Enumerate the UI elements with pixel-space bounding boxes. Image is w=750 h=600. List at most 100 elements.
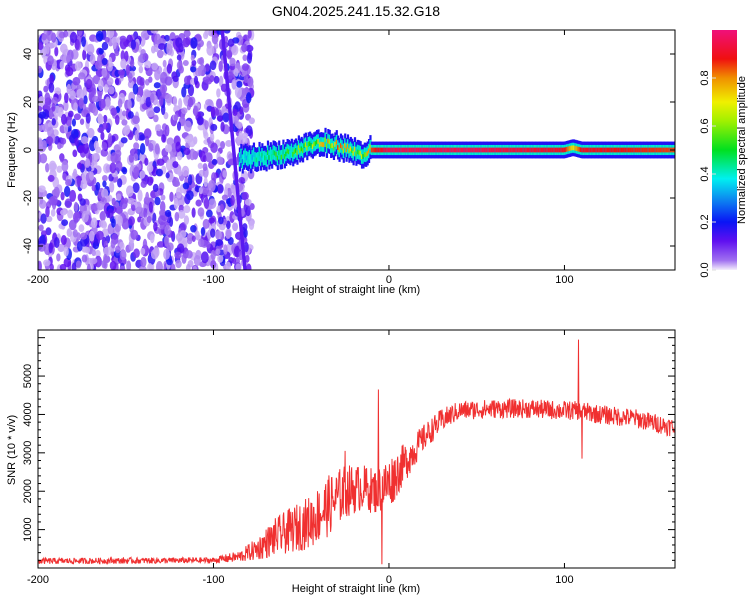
- track-core: [321, 142, 324, 147]
- noise-blob: [45, 42, 50, 55]
- noise-blob: [241, 191, 249, 201]
- noise-blob: [154, 143, 160, 155]
- noise-blob: [107, 208, 114, 219]
- track-core: [297, 144, 300, 150]
- noise-blob: [172, 161, 179, 168]
- noise-blob: [215, 230, 222, 240]
- track-core: [575, 146, 578, 151]
- noise-blob: [204, 30, 209, 37]
- noise-blob: [140, 180, 147, 188]
- track-core: [356, 149, 359, 155]
- noise-blob: [148, 76, 153, 83]
- y-tick-label: 3000: [22, 441, 34, 465]
- noise-blob: [185, 263, 191, 270]
- noise-blob: [209, 60, 217, 71]
- noise-blob: [76, 162, 83, 170]
- track-core: [558, 147, 562, 153]
- noise-blob: [48, 82, 55, 93]
- noise-blob: [207, 180, 216, 192]
- noise-blob: [79, 118, 85, 125]
- noise-blob: [190, 66, 197, 73]
- track-core: [278, 150, 281, 155]
- track-core: [658, 147, 661, 153]
- track-core: [240, 153, 243, 159]
- noise-blob: [114, 78, 120, 86]
- track-core: [241, 159, 244, 164]
- noise-blob: [241, 63, 250, 71]
- track-core: [261, 152, 264, 158]
- y-tick-label: 4000: [22, 402, 34, 426]
- colorbar-tick-label: 0.0: [699, 262, 711, 277]
- noise-blob: [45, 136, 54, 145]
- track-core: [553, 147, 556, 153]
- x-tick-label: -100: [202, 274, 224, 286]
- noise-blob: [162, 59, 167, 68]
- noise-blob: [183, 205, 191, 214]
- noise-blob: [56, 165, 63, 173]
- track-core: [615, 147, 618, 153]
- noise-blob: [95, 230, 104, 241]
- noise-blob: [139, 77, 145, 86]
- noise-blob: [82, 141, 90, 154]
- track-core: [254, 156, 257, 162]
- noise-blob: [156, 158, 165, 166]
- noise-blob: [45, 206, 50, 218]
- noise-blob: [232, 108, 238, 116]
- track-core: [504, 147, 507, 153]
- noise-blob: [102, 174, 108, 182]
- noise-blob: [210, 249, 216, 261]
- noise-blob: [46, 30, 54, 42]
- noise-blob: [211, 172, 217, 183]
- track-core: [265, 157, 268, 162]
- noise-blob: [88, 103, 93, 113]
- track-core: [620, 147, 623, 153]
- noise-blob: [59, 60, 65, 70]
- track-core: [495, 147, 498, 153]
- track-core: [300, 146, 303, 152]
- track-core: [346, 143, 350, 149]
- noise-blob: [151, 62, 159, 71]
- track-core: [591, 147, 594, 153]
- track-core: [292, 151, 295, 157]
- noise-blob: [101, 57, 108, 66]
- track-core: [568, 146, 571, 151]
- track-core: [622, 147, 625, 153]
- track-core: [616, 147, 619, 153]
- track-core: [536, 147, 539, 153]
- noise-blob: [74, 137, 79, 147]
- noise-blob: [146, 215, 152, 223]
- noise-blob: [202, 163, 208, 172]
- track-core: [466, 147, 469, 153]
- x-tick-label: -100: [202, 574, 224, 586]
- noise-blob: [245, 254, 250, 263]
- noise-blob: [132, 182, 140, 193]
- track-core: [650, 147, 653, 153]
- track-core: [446, 147, 449, 153]
- noise-blob: [104, 36, 110, 43]
- track-core: [469, 147, 472, 153]
- noise-blob: [78, 97, 84, 109]
- noise-blob: [174, 251, 182, 259]
- track-core: [389, 147, 392, 153]
- track-core: [358, 149, 361, 155]
- noise-blob: [158, 43, 166, 50]
- track-core: [647, 147, 650, 153]
- noise-blob: [223, 30, 231, 34]
- track-core: [584, 147, 587, 153]
- track-core: [365, 152, 368, 158]
- noise-blob: [60, 137, 67, 145]
- track-core: [428, 147, 431, 153]
- track-core: [563, 147, 566, 153]
- snr-x-label: Height of straight line (km): [292, 583, 420, 595]
- noise-blob: [165, 159, 173, 171]
- noise-blob: [106, 30, 115, 39]
- noise-blob: [111, 218, 116, 228]
- track-core: [341, 144, 344, 150]
- track-core: [373, 147, 376, 153]
- noise-blob: [161, 134, 166, 143]
- track-core: [353, 146, 357, 152]
- noise-blob: [164, 235, 170, 247]
- noise-blob: [178, 65, 184, 74]
- noise-blob: [177, 209, 186, 219]
